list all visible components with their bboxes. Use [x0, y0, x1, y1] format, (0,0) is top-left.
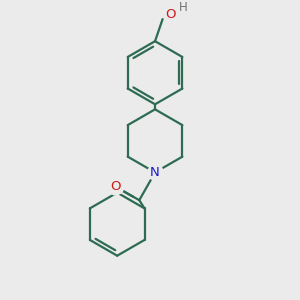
Text: O: O: [110, 180, 120, 193]
Text: O: O: [165, 8, 175, 21]
Text: H: H: [178, 1, 187, 14]
Text: N: N: [150, 166, 160, 179]
